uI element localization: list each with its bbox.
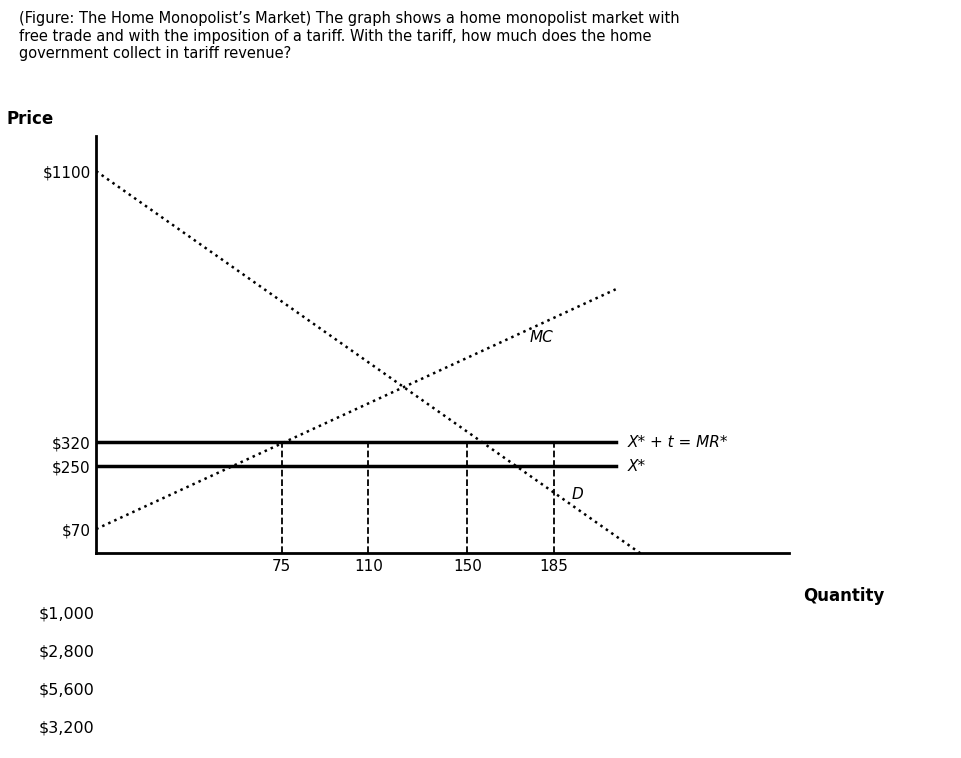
Text: $3,200: $3,200 <box>38 720 94 735</box>
Text: MC: MC <box>529 330 553 346</box>
Text: Price: Price <box>6 110 54 128</box>
Text: $5,600: $5,600 <box>38 682 94 697</box>
Text: D: D <box>571 487 582 502</box>
Text: (Figure: The Home Monopolist’s Market) The graph shows a home monopolist market : (Figure: The Home Monopolist’s Market) T… <box>19 11 679 61</box>
Text: X* + t = MR*: X* + t = MR* <box>628 434 727 449</box>
Text: $1,000: $1,000 <box>38 606 94 622</box>
Text: Quantity: Quantity <box>801 587 883 605</box>
Text: X*: X* <box>628 459 646 474</box>
Text: $2,800: $2,800 <box>38 644 94 659</box>
